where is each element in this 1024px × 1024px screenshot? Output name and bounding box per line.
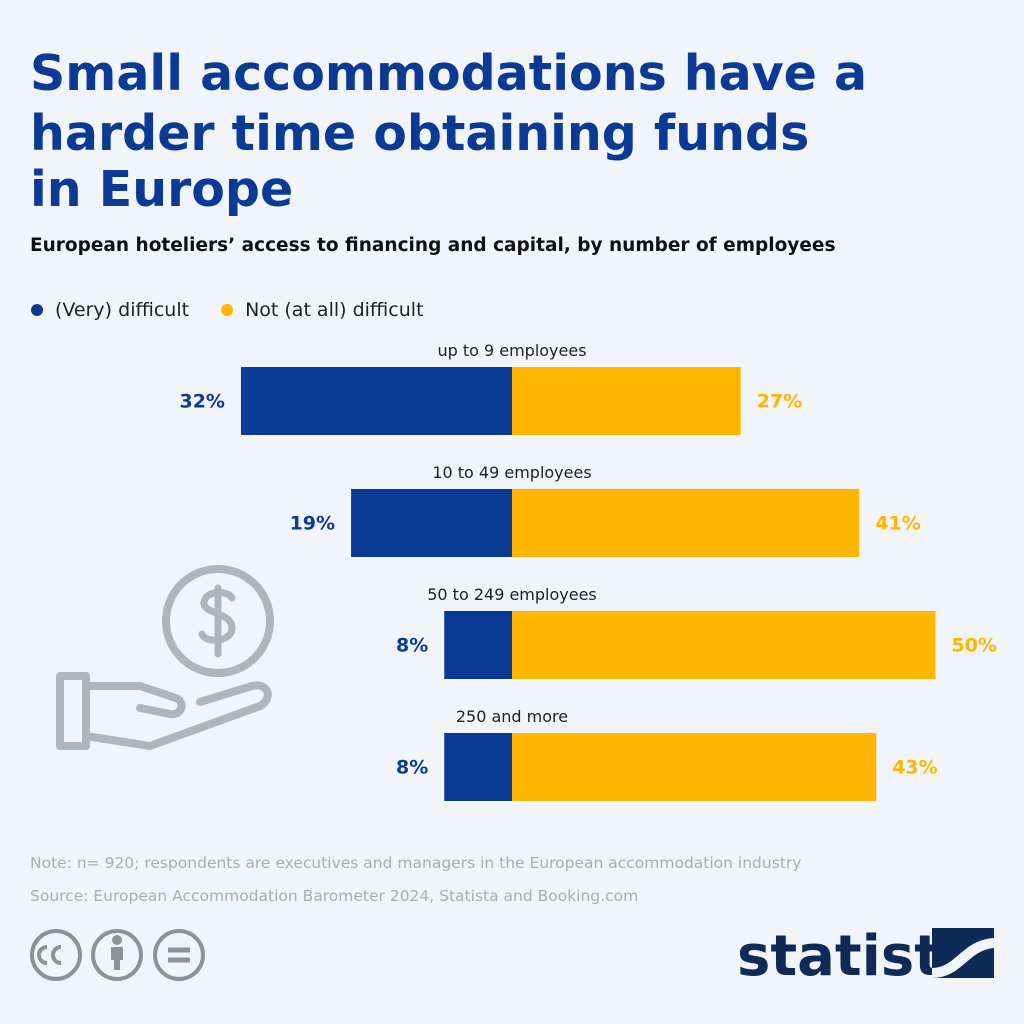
bar: [351, 489, 512, 557]
bar: [512, 611, 936, 679]
value-label: 50%: [952, 635, 997, 657]
money-hand-icon: [56, 565, 274, 750]
source: Source: European Accommodation Barometer…: [30, 887, 638, 905]
value-label: 19%: [290, 513, 335, 535]
note: Note: n= 920; respondents are executives…: [30, 854, 801, 872]
legend-marker: [221, 304, 234, 316]
legend-label: (Very) difficult: [55, 299, 189, 321]
value-label: 41%: [875, 513, 920, 535]
brand-logo-mark: [932, 928, 994, 978]
legend-label: Not (at all) difficult: [245, 299, 423, 321]
bar: [444, 733, 512, 801]
category-label: 250 and more: [456, 707, 568, 726]
chart-subtitle: European hoteliers’ access to financing …: [30, 235, 835, 256]
bar: [512, 367, 741, 435]
value-label: 27%: [757, 391, 802, 413]
chart-title: Small accommodations have a: [30, 45, 867, 102]
chart-title: in Europe: [30, 161, 293, 218]
plot: up to 9 employees 32% 27% 10 to 49 employee…: [179, 341, 997, 801]
legend: (Very) difficult Not (at all) difficult: [31, 299, 424, 321]
bar: [512, 489, 860, 557]
value-label: 8%: [396, 757, 428, 779]
category-label: up to 9 employees: [437, 341, 586, 360]
legend-marker: [31, 304, 43, 316]
chart-title: harder time obtaining funds: [30, 105, 809, 162]
bar: [240, 367, 512, 435]
bar: [512, 733, 877, 801]
bar: [444, 611, 512, 679]
category-label: 10 to 49 employees: [432, 463, 591, 482]
value-label: 43%: [892, 757, 937, 779]
value-label: 8%: [396, 635, 428, 657]
license-icons: [30, 929, 205, 981]
value-label: 32%: [179, 391, 224, 413]
category-label: 50 to 249 employees: [427, 585, 597, 604]
